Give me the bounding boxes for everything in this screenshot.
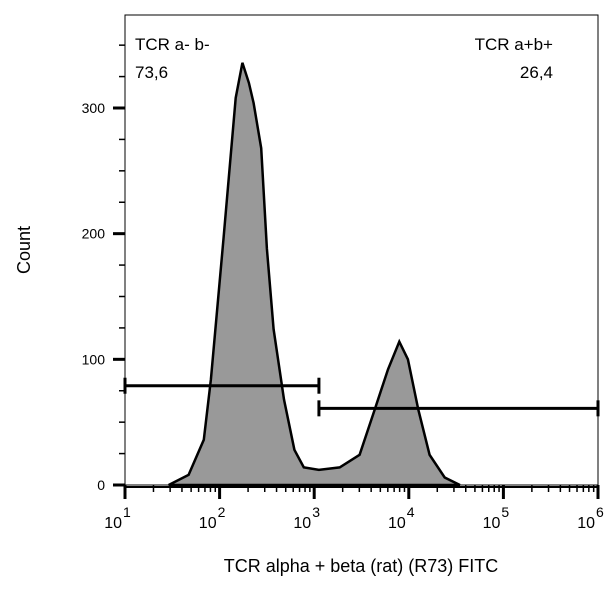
y-tick-labels: 0 100 200 300 — [82, 100, 106, 493]
x-tick-label: 10 — [293, 515, 311, 532]
y-axis-label: Count — [14, 226, 34, 274]
y-tick-label: 300 — [82, 100, 106, 116]
axis-ticks — [113, 44, 600, 499]
x-tick-label: 10 — [199, 515, 217, 532]
plot-frame — [124, 14, 599, 486]
histogram-area — [168, 62, 461, 487]
x-tick-exponent: 4 — [407, 504, 415, 520]
x-tick-exponent: 6 — [596, 504, 604, 520]
x-tick-label: 10 — [577, 515, 595, 532]
gate-label-positive: TCR a+b+ — [475, 35, 553, 54]
y-tick-label: 100 — [82, 351, 106, 367]
x-tick-exponent: 2 — [218, 504, 226, 520]
x-tick-exponent: 1 — [123, 504, 131, 520]
x-tick-label: 10 — [483, 515, 501, 532]
gates — [123, 377, 600, 417]
gate-value-negative: 73,6 — [135, 63, 168, 82]
x-tick-label: 10 — [388, 515, 406, 532]
y-tick-label: 200 — [82, 226, 106, 242]
x-axis-label: TCR alpha + beta (rat) (R73) FITC — [224, 556, 499, 576]
gate-value-positive: 26,4 — [520, 63, 553, 82]
x-tick-exponent: 3 — [312, 504, 320, 520]
x-tick-label: 10 — [104, 515, 122, 532]
x-tick-exponent: 5 — [501, 504, 509, 520]
y-tick-label: 0 — [97, 477, 105, 493]
gate-label-negative: TCR a- b- — [135, 35, 210, 54]
